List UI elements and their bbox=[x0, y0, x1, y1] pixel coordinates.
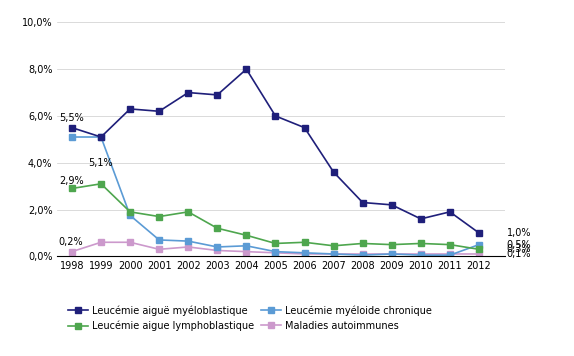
Leucémie aigue lymphoblastique bbox=[243, 233, 250, 237]
Maladies autoimmunes bbox=[330, 252, 337, 256]
Legend: Leucémie aiguë myéloblastique, Leucémie aigue lymphoblastique, Leucémie myéloide: Leucémie aiguë myéloblastique, Leucémie … bbox=[68, 305, 432, 331]
Leucémie aigue lymphoblastique bbox=[475, 247, 482, 251]
Leucémie myéloide chronique bbox=[156, 238, 162, 242]
Leucémie aiguë myéloblastique bbox=[272, 114, 279, 118]
Maladies autoimmunes bbox=[447, 252, 453, 256]
Leucémie aiguë myéloblastique bbox=[359, 200, 366, 205]
Leucémie aigue lymphoblastique bbox=[330, 244, 337, 248]
Leucémie myéloide chronique bbox=[272, 250, 279, 254]
Maladies autoimmunes bbox=[301, 252, 308, 256]
Leucémie aigue lymphoblastique bbox=[98, 182, 104, 186]
Leucémie myéloide chronique bbox=[127, 213, 134, 218]
Leucémie aiguë myéloblastique bbox=[388, 203, 395, 207]
Leucémie aiguë myéloblastique bbox=[127, 107, 134, 111]
Leucémie aigue lymphoblastique bbox=[127, 210, 134, 214]
Maladies autoimmunes bbox=[68, 250, 75, 254]
Leucémie myéloide chronique bbox=[359, 253, 366, 257]
Leucémie myéloide chronique bbox=[98, 135, 104, 139]
Maladies autoimmunes bbox=[214, 248, 221, 253]
Text: 5,5%: 5,5% bbox=[59, 113, 84, 123]
Maladies autoimmunes bbox=[388, 252, 395, 256]
Maladies autoimmunes bbox=[98, 240, 104, 245]
Leucémie aiguë myéloblastique bbox=[68, 126, 75, 130]
Leucémie aiguë myéloblastique bbox=[243, 67, 250, 71]
Leucémie myéloide chronique bbox=[417, 253, 424, 257]
Leucémie myéloide chronique bbox=[185, 239, 192, 243]
Leucémie aiguë myéloblastique bbox=[301, 126, 308, 130]
Maladies autoimmunes bbox=[359, 252, 366, 256]
Line: Leucémie myéloide chronique: Leucémie myéloide chronique bbox=[69, 134, 482, 258]
Leucémie aigue lymphoblastique bbox=[388, 242, 395, 247]
Leucémie aigue lymphoblastique bbox=[272, 241, 279, 246]
Text: 0,3%: 0,3% bbox=[507, 244, 531, 254]
Maladies autoimmunes bbox=[156, 247, 162, 251]
Leucémie aiguë myéloblastique bbox=[98, 135, 104, 139]
Leucémie aigue lymphoblastique bbox=[214, 226, 221, 230]
Line: Leucémie aigue lymphoblastique: Leucémie aigue lymphoblastique bbox=[69, 181, 482, 252]
Leucémie myéloide chronique bbox=[68, 135, 75, 139]
Text: 0,1%: 0,1% bbox=[507, 249, 531, 259]
Leucémie aigue lymphoblastique bbox=[417, 241, 424, 246]
Leucémie aigue lymphoblastique bbox=[359, 241, 366, 246]
Leucémie myéloide chronique bbox=[388, 252, 395, 256]
Leucémie myéloide chronique bbox=[447, 253, 453, 257]
Leucémie aiguë myéloblastique bbox=[214, 93, 221, 97]
Maladies autoimmunes bbox=[243, 250, 250, 254]
Maladies autoimmunes bbox=[272, 251, 279, 255]
Leucémie myéloide chronique bbox=[475, 242, 482, 247]
Leucémie aiguë myéloblastique bbox=[417, 217, 424, 221]
Leucémie aiguë myéloblastique bbox=[185, 90, 192, 95]
Leucémie aiguë myéloblastique bbox=[156, 109, 162, 114]
Leucémie myéloide chronique bbox=[214, 245, 221, 249]
Text: 5,1%: 5,1% bbox=[88, 158, 113, 168]
Leucémie aiguë myéloblastique bbox=[475, 231, 482, 235]
Text: 0,2%: 0,2% bbox=[59, 237, 83, 247]
Leucémie aigue lymphoblastique bbox=[185, 210, 192, 214]
Leucémie aigue lymphoblastique bbox=[156, 214, 162, 219]
Maladies autoimmunes bbox=[475, 252, 482, 256]
Leucémie aigue lymphoblastique bbox=[447, 242, 453, 247]
Line: Maladies autoimmunes: Maladies autoimmunes bbox=[69, 240, 482, 257]
Maladies autoimmunes bbox=[127, 240, 134, 245]
Leucémie aigue lymphoblastique bbox=[301, 240, 308, 245]
Leucémie aigue lymphoblastique bbox=[68, 186, 75, 190]
Line: Leucémie aiguë myéloblastique: Leucémie aiguë myéloblastique bbox=[69, 66, 482, 236]
Maladies autoimmunes bbox=[417, 252, 424, 256]
Leucémie aiguë myéloblastique bbox=[447, 210, 453, 214]
Leucémie myéloide chronique bbox=[243, 244, 250, 248]
Text: 1,0%: 1,0% bbox=[507, 228, 531, 238]
Leucémie aiguë myéloblastique bbox=[330, 170, 337, 174]
Maladies autoimmunes bbox=[185, 245, 192, 249]
Text: 0,5%: 0,5% bbox=[507, 240, 531, 250]
Text: 2,9%: 2,9% bbox=[59, 176, 83, 186]
Leucémie myéloide chronique bbox=[330, 252, 337, 256]
Leucémie myéloide chronique bbox=[301, 251, 308, 255]
